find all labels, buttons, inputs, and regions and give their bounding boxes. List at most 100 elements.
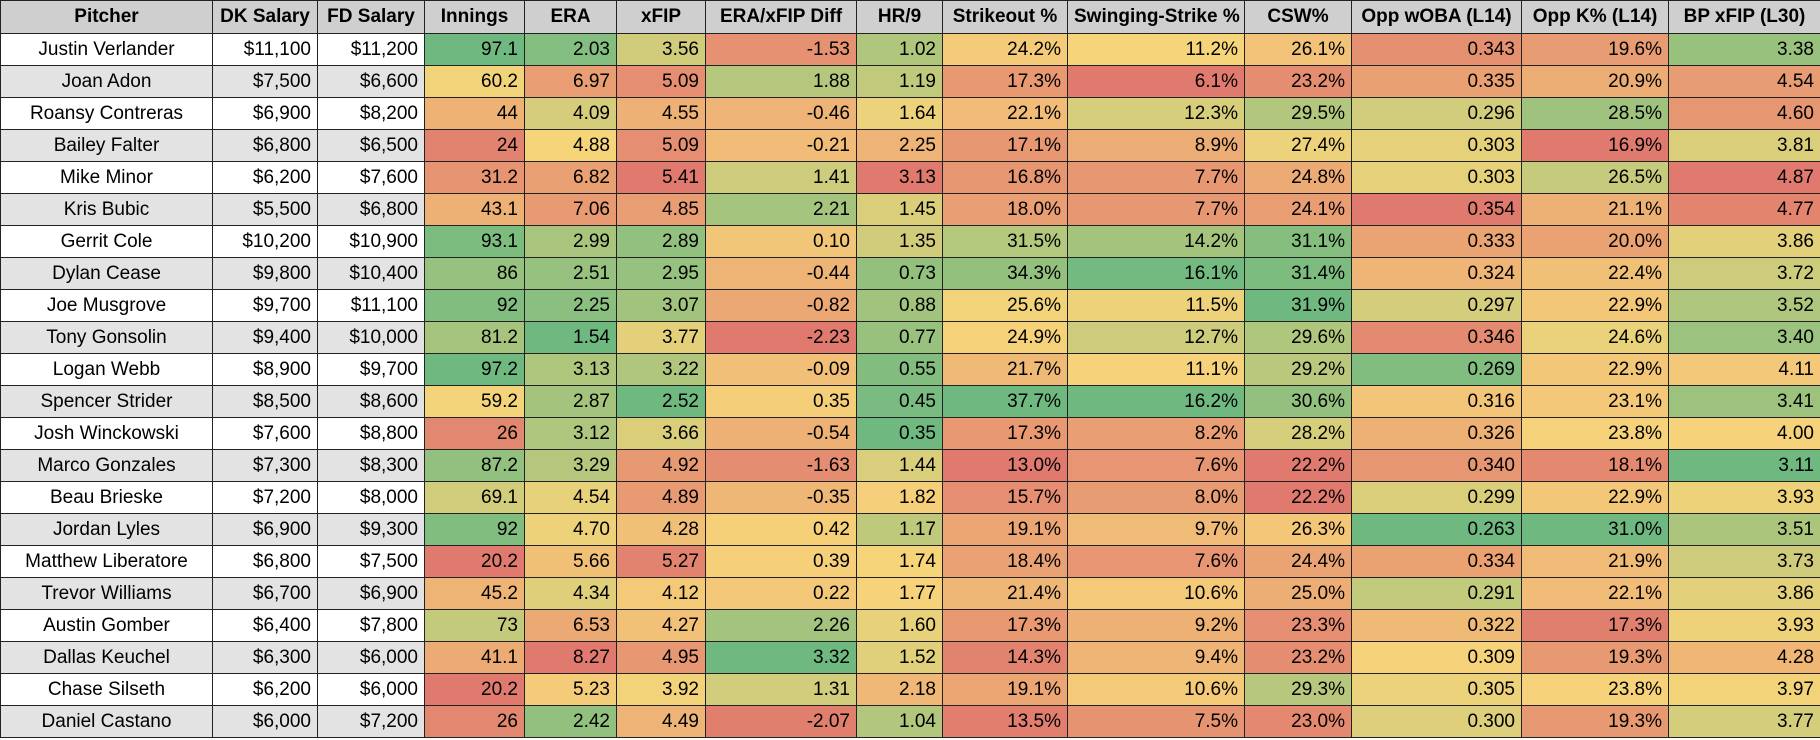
- pitcher-name-cell[interactable]: Joe Musgrove: [0, 289, 213, 322]
- table-cell[interactable]: 8.2%: [1067, 417, 1245, 450]
- table-cell[interactable]: 4.12: [616, 577, 706, 610]
- table-cell[interactable]: 4.49: [616, 705, 706, 738]
- pitcher-name-cell[interactable]: Logan Webb: [0, 353, 213, 386]
- table-cell[interactable]: 2.03: [524, 33, 617, 66]
- pitcher-name-cell[interactable]: Matthew Liberatore: [0, 545, 213, 578]
- table-cell[interactable]: 14.3%: [942, 641, 1068, 674]
- pitcher-name-cell[interactable]: Spencer Strider: [0, 385, 213, 418]
- table-cell[interactable]: 0.10: [705, 225, 857, 258]
- table-cell[interactable]: 1.54: [524, 321, 617, 354]
- table-cell[interactable]: 11.1%: [1067, 353, 1245, 386]
- table-cell[interactable]: 3.93: [1668, 481, 1820, 514]
- table-cell[interactable]: 1.82: [856, 481, 943, 514]
- table-cell[interactable]: $11,100: [212, 33, 318, 66]
- table-cell[interactable]: 29.3%: [1244, 673, 1352, 706]
- table-cell[interactable]: 16.2%: [1067, 385, 1245, 418]
- table-cell[interactable]: $7,300: [212, 449, 318, 482]
- table-cell[interactable]: 2.95: [616, 257, 706, 290]
- table-cell[interactable]: 9.7%: [1067, 513, 1245, 546]
- table-cell[interactable]: 3.29: [524, 449, 617, 482]
- table-cell[interactable]: 0.316: [1351, 385, 1522, 418]
- table-cell[interactable]: 0.309: [1351, 641, 1522, 674]
- table-cell[interactable]: $9,300: [317, 513, 425, 546]
- table-cell[interactable]: 28.2%: [1244, 417, 1352, 450]
- table-cell[interactable]: 31.9%: [1244, 289, 1352, 322]
- pitcher-name-cell[interactable]: Austin Gomber: [0, 609, 213, 642]
- table-cell[interactable]: 3.73: [1668, 545, 1820, 578]
- table-cell[interactable]: 1.02: [856, 33, 943, 66]
- table-cell[interactable]: 22.1%: [942, 97, 1068, 130]
- table-cell[interactable]: $6,200: [212, 161, 318, 194]
- table-cell[interactable]: 6.82: [524, 161, 617, 194]
- table-cell[interactable]: 19.1%: [942, 513, 1068, 546]
- table-cell[interactable]: 26: [424, 417, 525, 450]
- table-cell[interactable]: 5.41: [616, 161, 706, 194]
- table-cell[interactable]: 45.2: [424, 577, 525, 610]
- table-cell[interactable]: 3.07: [616, 289, 706, 322]
- table-cell[interactable]: 23.0%: [1244, 705, 1352, 738]
- table-cell[interactable]: 5.09: [616, 65, 706, 98]
- table-cell[interactable]: 4.87: [1668, 161, 1820, 194]
- table-cell[interactable]: 13.0%: [942, 449, 1068, 482]
- table-cell[interactable]: $11,100: [317, 289, 425, 322]
- table-cell[interactable]: 10.6%: [1067, 577, 1245, 610]
- table-cell[interactable]: 19.3%: [1521, 641, 1669, 674]
- table-cell[interactable]: 4.85: [616, 193, 706, 226]
- table-cell[interactable]: 1.44: [856, 449, 943, 482]
- table-cell[interactable]: 0.322: [1351, 609, 1522, 642]
- table-cell[interactable]: 4.09: [524, 97, 617, 130]
- table-cell[interactable]: 29.6%: [1244, 321, 1352, 354]
- pitcher-name-cell[interactable]: Chase Silseth: [0, 673, 213, 706]
- table-cell[interactable]: 12.3%: [1067, 97, 1245, 130]
- table-cell[interactable]: 26.3%: [1244, 513, 1352, 546]
- table-cell[interactable]: 1.52: [856, 641, 943, 674]
- table-cell[interactable]: 25.0%: [1244, 577, 1352, 610]
- table-cell[interactable]: 3.13: [524, 353, 617, 386]
- table-cell[interactable]: 0.354: [1351, 193, 1522, 226]
- table-cell[interactable]: $7,600: [212, 417, 318, 450]
- table-cell[interactable]: 0.303: [1351, 161, 1522, 194]
- table-cell[interactable]: 12.7%: [1067, 321, 1245, 354]
- table-cell[interactable]: 97.2: [424, 353, 525, 386]
- table-cell[interactable]: 21.1%: [1521, 193, 1669, 226]
- table-cell[interactable]: 1.41: [705, 161, 857, 194]
- column-header[interactable]: ERA/xFIP Diff: [705, 0, 857, 34]
- table-cell[interactable]: 0.73: [856, 257, 943, 290]
- column-header[interactable]: HR/9: [856, 0, 943, 34]
- table-cell[interactable]: 60.2: [424, 65, 525, 98]
- table-cell[interactable]: 11.2%: [1067, 33, 1245, 66]
- table-cell[interactable]: 4.88: [524, 129, 617, 162]
- table-cell[interactable]: 21.7%: [942, 353, 1068, 386]
- table-cell[interactable]: 3.32: [705, 641, 857, 674]
- table-cell[interactable]: 7.7%: [1067, 193, 1245, 226]
- column-header[interactable]: Pitcher: [0, 0, 213, 34]
- table-cell[interactable]: $9,700: [317, 353, 425, 386]
- table-cell[interactable]: 0.269: [1351, 353, 1522, 386]
- table-cell[interactable]: 22.9%: [1521, 353, 1669, 386]
- pitcher-name-cell[interactable]: Dallas Keuchel: [0, 641, 213, 674]
- column-header[interactable]: ERA: [524, 0, 617, 34]
- table-cell[interactable]: $8,900: [212, 353, 318, 386]
- table-cell[interactable]: 17.1%: [942, 129, 1068, 162]
- table-cell[interactable]: 6.53: [524, 609, 617, 642]
- table-cell[interactable]: 3.11: [1668, 449, 1820, 482]
- table-cell[interactable]: 0.263: [1351, 513, 1522, 546]
- table-cell[interactable]: $10,000: [317, 321, 425, 354]
- table-cell[interactable]: 0.88: [856, 289, 943, 322]
- table-cell[interactable]: 20.9%: [1521, 65, 1669, 98]
- table-cell[interactable]: $7,200: [212, 481, 318, 514]
- table-cell[interactable]: 8.27: [524, 641, 617, 674]
- table-cell[interactable]: $10,200: [212, 225, 318, 258]
- table-cell[interactable]: 3.56: [616, 33, 706, 66]
- table-cell[interactable]: -0.54: [705, 417, 857, 450]
- table-cell[interactable]: -1.63: [705, 449, 857, 482]
- table-cell[interactable]: 31.1%: [1244, 225, 1352, 258]
- table-cell[interactable]: 17.3%: [1521, 609, 1669, 642]
- table-cell[interactable]: $6,000: [317, 673, 425, 706]
- table-cell[interactable]: 21.4%: [942, 577, 1068, 610]
- table-cell[interactable]: 30.6%: [1244, 385, 1352, 418]
- table-cell[interactable]: 24: [424, 129, 525, 162]
- table-cell[interactable]: 0.42: [705, 513, 857, 546]
- table-cell[interactable]: 27.4%: [1244, 129, 1352, 162]
- column-header[interactable]: BP xFIP (L30): [1668, 0, 1820, 34]
